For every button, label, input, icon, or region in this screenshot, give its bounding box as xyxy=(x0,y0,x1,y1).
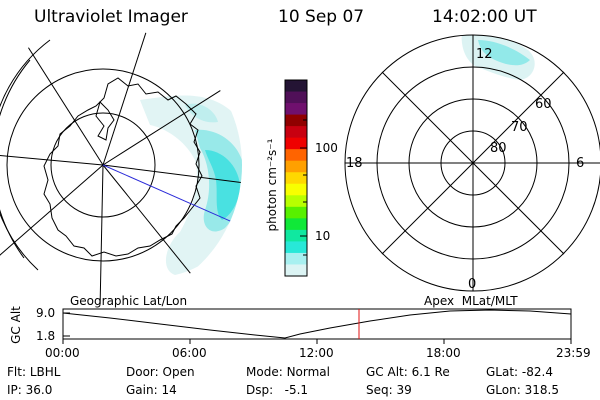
info-ip: IP: 36.0 xyxy=(7,383,53,397)
apex-caption: Apex MLat/MLT xyxy=(424,294,518,308)
altitude-xtick-2359: 23:59 xyxy=(556,346,591,360)
altitude-plot-frame xyxy=(62,308,572,340)
colorbar-stripe xyxy=(285,114,307,127)
colorbar-stripe xyxy=(285,172,307,185)
altitude-ytick-1.8: 1.8 xyxy=(36,329,56,343)
colorbar xyxy=(285,80,307,277)
colorbar-label-100: 100 xyxy=(315,141,338,155)
colorbar-frame xyxy=(284,79,308,277)
mlt-label-6: 6 xyxy=(576,156,585,171)
time-label: 14:02:00 UT xyxy=(432,7,537,27)
colorbar-stripe xyxy=(285,218,307,231)
altitude-xtick-0600: 06:00 xyxy=(172,346,207,360)
colorbar-stripe xyxy=(285,206,307,219)
mlat-label-60: 60 xyxy=(535,97,552,112)
colorbar-stripe xyxy=(285,252,307,266)
info-mode: Mode: Normal xyxy=(246,365,330,379)
colorbar-label-10: 10 xyxy=(315,229,331,243)
altitude-xtick-1200: 12:00 xyxy=(299,346,334,360)
colorbar-stripe xyxy=(285,149,307,162)
mlat-label-70: 70 xyxy=(511,120,528,135)
aurora-emission-geo xyxy=(140,95,242,275)
colorbar-stripe xyxy=(285,160,307,173)
sun-direction-line xyxy=(102,164,242,229)
altitude-xtick-0000: 00:00 xyxy=(45,346,80,360)
mlt-label-0: 0 xyxy=(468,277,477,292)
info-gcalt: GC Alt: 6.1 Re xyxy=(366,365,450,379)
geographic-caption: Geographic Lat/Lon xyxy=(70,294,188,308)
info-glon: GLon: 318.5 xyxy=(486,383,559,397)
info-glat: GLat: -82.4 xyxy=(486,365,553,379)
info-dsp: Dsp: -5.1 xyxy=(246,383,309,397)
altitude-ylabel: GC Alt xyxy=(9,306,23,344)
altitude-xtick-1800: 18:00 xyxy=(426,346,461,360)
info-door: Door: Open xyxy=(126,365,195,379)
colorbar-stripe xyxy=(285,195,307,208)
colorbar-stripe xyxy=(285,103,307,116)
info-seq: Seq: 39 xyxy=(366,383,412,397)
mlt-label-18: 18 xyxy=(346,156,363,171)
colorbar-stripe xyxy=(285,91,307,104)
info-gain: Gain: 14 xyxy=(126,383,177,397)
altitude-curve xyxy=(62,309,572,339)
antarctica-outline xyxy=(43,77,203,257)
mlt-label-12: 12 xyxy=(476,47,493,62)
altitude-ytick-9: 9.0 xyxy=(36,306,56,320)
colorbar-stripe xyxy=(285,241,307,254)
magnetic-polar-map xyxy=(344,34,600,292)
mlat-label-80: 80 xyxy=(490,141,507,156)
colorbar-stripe xyxy=(285,264,307,277)
altitude-plot xyxy=(62,308,572,344)
colorbar-unit-label: photon cm⁻²s⁻¹ xyxy=(265,138,279,232)
colorbar-stripe xyxy=(285,137,307,150)
instrument-title: Ultraviolet Imager xyxy=(34,7,188,27)
geographic-map xyxy=(0,26,242,304)
colorbar-stripe xyxy=(285,229,307,243)
info-flt: Flt: LBHL xyxy=(7,365,61,379)
colorbar-stripe xyxy=(285,80,307,93)
colorbar-stripe xyxy=(285,126,307,139)
colorbar-stripe xyxy=(285,183,307,196)
date-label: 10 Sep 07 xyxy=(278,7,365,27)
